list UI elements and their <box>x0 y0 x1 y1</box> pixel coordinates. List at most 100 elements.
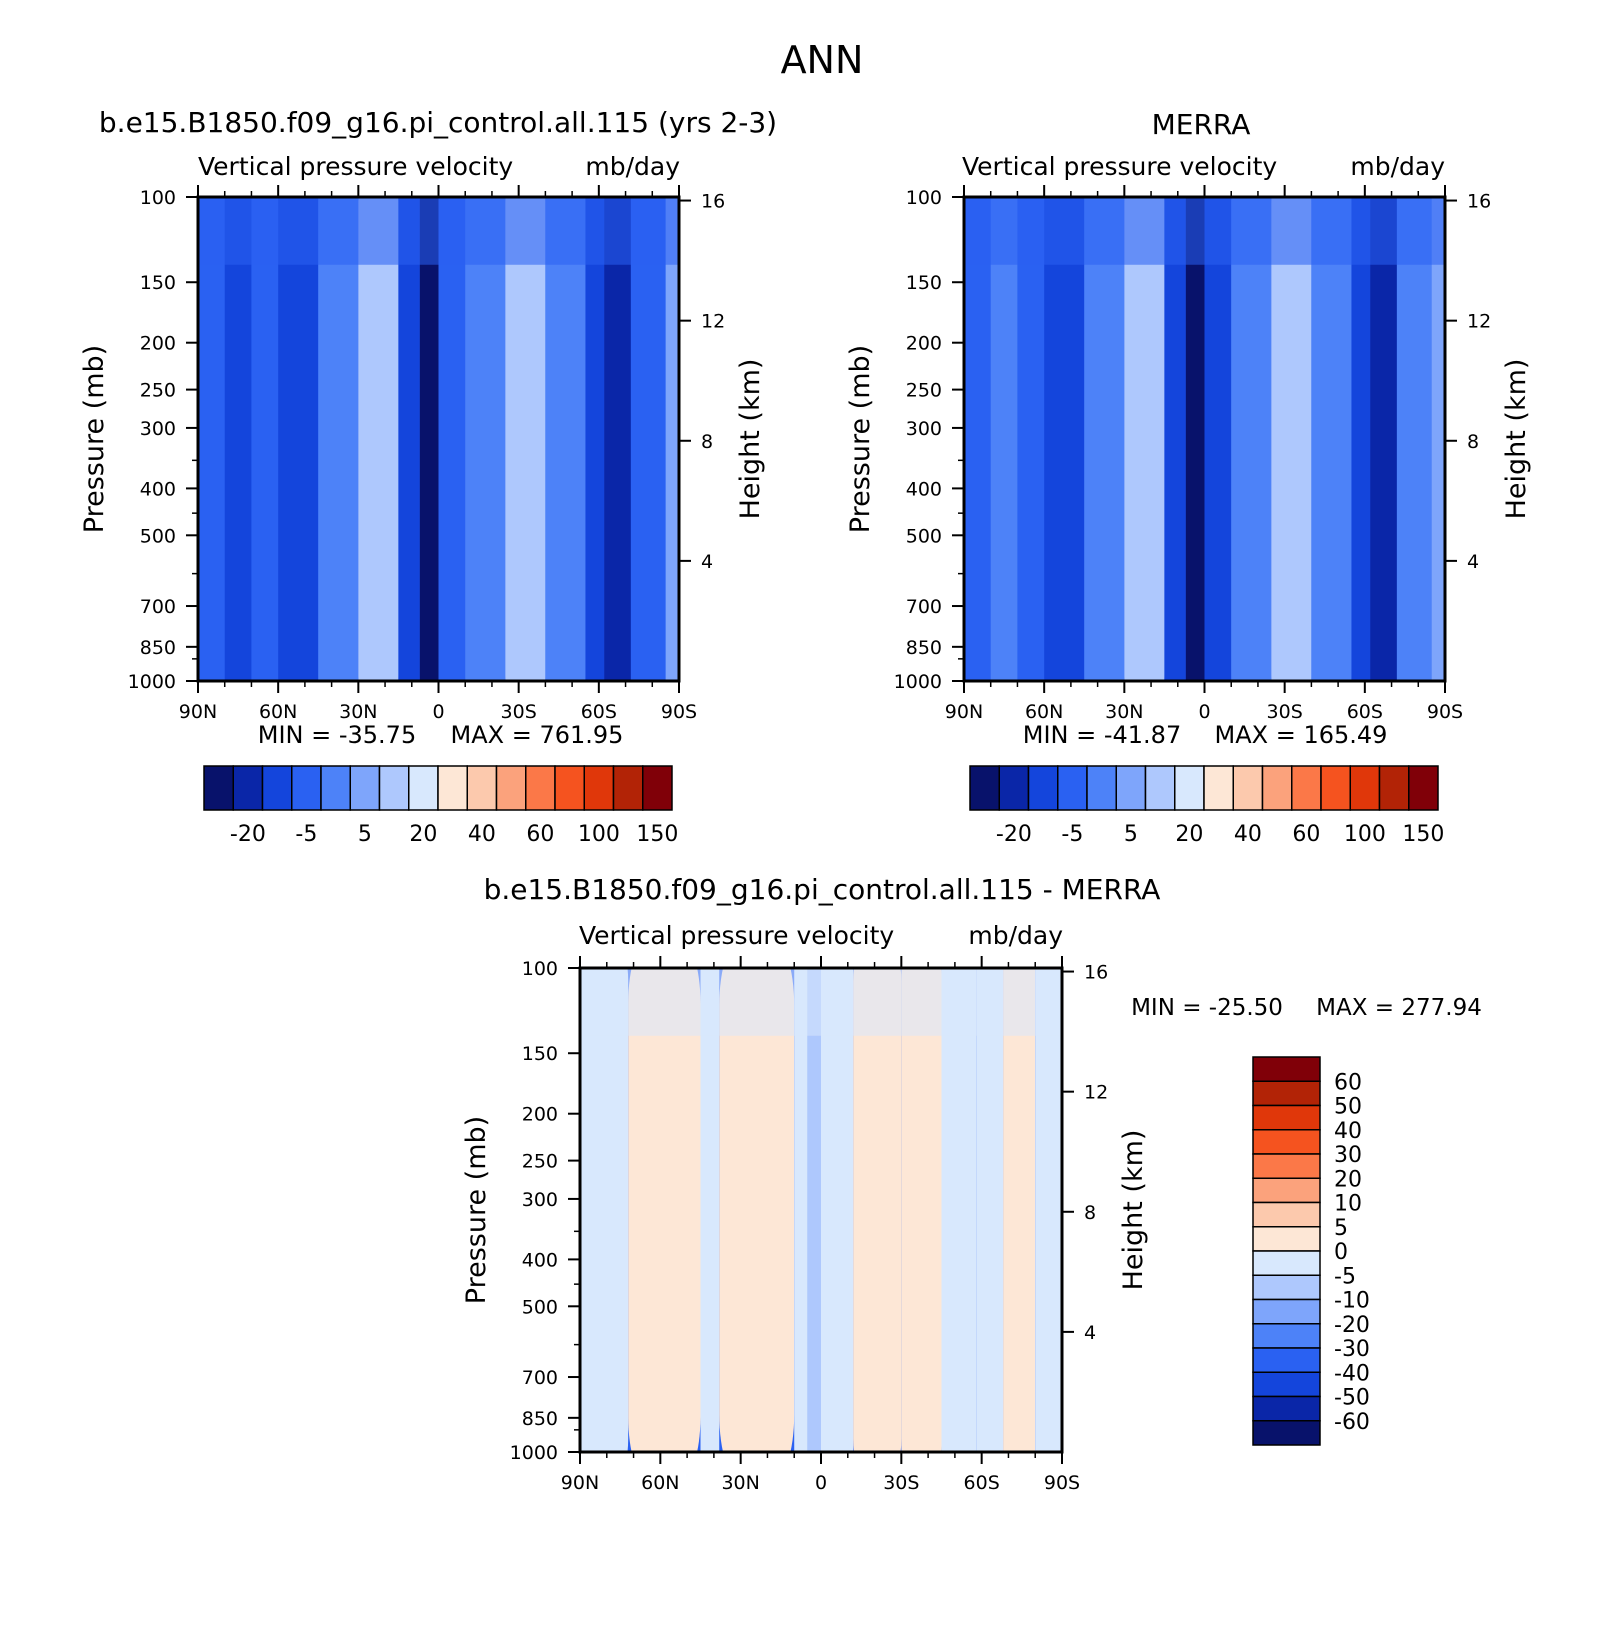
y-tick-label: 100 <box>522 958 558 980</box>
y-tick-label: 400 <box>140 478 176 500</box>
contour-band <box>941 968 977 1452</box>
contour-band <box>1271 197 1312 681</box>
y-tick-label: 250 <box>140 380 176 402</box>
min-label: MIN = -25.50 <box>1131 995 1283 1021</box>
y-tick-label: 700 <box>906 596 942 618</box>
colorbar-box <box>1252 1323 1321 1349</box>
height-tick-label: 4 <box>701 551 713 573</box>
contour-band <box>1185 197 1205 681</box>
contour-band <box>419 197 439 681</box>
x-tick-label: 60N <box>259 701 297 723</box>
colorbar-label: 150 <box>636 822 678 847</box>
y-tick-label: 850 <box>140 637 176 659</box>
x-tick-label: 90S <box>1427 701 1463 723</box>
colorbar-box <box>320 765 351 811</box>
y-tick-label: 250 <box>906 380 942 402</box>
field <box>580 968 1062 1452</box>
colorbar-box <box>1252 1250 1321 1276</box>
x-tick-label: 30S <box>501 701 537 723</box>
contour-band <box>628 968 701 1452</box>
contour-band <box>398 197 420 681</box>
colorbar-box <box>1291 765 1322 811</box>
colorbar-label: 20 <box>1334 1167 1362 1192</box>
contour-band <box>604 197 631 681</box>
colorbar-label: 5 <box>1124 822 1138 847</box>
colorbar-label: 5 <box>358 822 372 847</box>
x-tick-label: 60N <box>1025 701 1063 723</box>
colorbar-box <box>583 765 615 811</box>
x-tick-label: 90S <box>661 701 697 723</box>
colorbar-label: 40 <box>468 822 496 847</box>
colorbar-label: 30 <box>1334 1143 1362 1168</box>
y-tick-label: 700 <box>140 596 176 618</box>
colorbar-box <box>437 765 468 811</box>
contour-band <box>251 197 279 681</box>
colorbar-box <box>1252 1420 1321 1446</box>
height-axis-label: Height (km) <box>1501 359 1532 520</box>
colorbar-box <box>466 765 498 811</box>
colorbar: -20 -5 5 20 40 60 100 150 <box>969 765 1444 847</box>
plot-area: 100 150 200 250 300 400 500 700 850 1000 4 8 12 16 90N… <box>845 185 1532 723</box>
y-tick-label: 300 <box>522 1189 558 1211</box>
contour-band <box>505 197 546 681</box>
colorbar-label: 60 <box>526 822 554 847</box>
contour-band <box>1431 197 1445 681</box>
contour-band <box>1396 197 1432 681</box>
contour-band <box>719 968 795 1452</box>
upper-level-band <box>580 968 1062 1036</box>
y-tick-label: 200 <box>522 1104 558 1126</box>
y-tick-label: 1000 <box>128 671 176 693</box>
panel-subtitle-right: mb/day <box>1350 152 1445 181</box>
x-tick-label: 60S <box>964 1472 1000 1494</box>
height-tick-label: 8 <box>1467 431 1479 453</box>
colorbar-box <box>1252 1056 1321 1082</box>
contour-band <box>1311 197 1352 681</box>
colorbar-box <box>1086 765 1117 811</box>
colorbar-box <box>1408 765 1439 811</box>
colorbar-label: -20 <box>1334 1313 1370 1338</box>
field <box>198 197 679 681</box>
y-tick-label: 100 <box>906 187 942 209</box>
y-tick-label: 500 <box>140 525 176 547</box>
y-tick-label: 150 <box>522 1043 558 1065</box>
y-tick-label: 300 <box>906 418 942 440</box>
colorbar-box <box>1252 1395 1321 1422</box>
colorbar-box <box>1144 765 1176 811</box>
y-tick-label: 300 <box>140 418 176 440</box>
colorbar-box <box>998 765 1030 811</box>
contour-band <box>1351 197 1371 681</box>
contour-band <box>1370 197 1397 681</box>
min-label: MIN = -35.75 <box>258 721 416 749</box>
y-tick-label: 400 <box>522 1249 558 1271</box>
x-tick-label: 60N <box>641 1472 679 1494</box>
y-axis-label: Pressure (mb) <box>845 345 876 533</box>
colorbar-label: 0 <box>1334 1240 1348 1265</box>
colorbar-box <box>349 765 381 811</box>
colorbar-label: -50 <box>1334 1386 1370 1411</box>
contour-band <box>580 968 629 1452</box>
colorbar-box <box>554 765 585 811</box>
colorbar-box <box>408 765 439 811</box>
colorbar-box <box>495 765 527 811</box>
height-tick-label: 4 <box>1084 1322 1096 1344</box>
y-tick-label: 850 <box>906 637 942 659</box>
panel-title: b.e15.B1850.f09_g16.pi_control.all.115 -… <box>484 873 1161 906</box>
y-tick-label: 1000 <box>894 671 942 693</box>
colorbar-label: 100 <box>578 822 620 847</box>
x-tick-label: 90N <box>179 701 217 723</box>
contour-band <box>198 197 225 681</box>
contour-band <box>976 968 1004 1452</box>
contour-band <box>1164 197 1186 681</box>
colorbar-label: -40 <box>1334 1361 1370 1386</box>
x-tick-label: 30S <box>883 1472 919 1494</box>
contour-band <box>1003 968 1036 1452</box>
contour-band <box>821 968 854 1452</box>
colorbar-box <box>1203 765 1234 811</box>
panel-obs: MERRA Vertical pressure velocity mb/day … <box>845 108 1532 847</box>
colorbar-box <box>1252 1104 1321 1131</box>
height-axis-label: Height (km) <box>735 359 766 520</box>
height-tick-label: 8 <box>701 431 713 453</box>
colorbar-label: 5 <box>1334 1216 1348 1241</box>
contour-band <box>794 968 808 1452</box>
